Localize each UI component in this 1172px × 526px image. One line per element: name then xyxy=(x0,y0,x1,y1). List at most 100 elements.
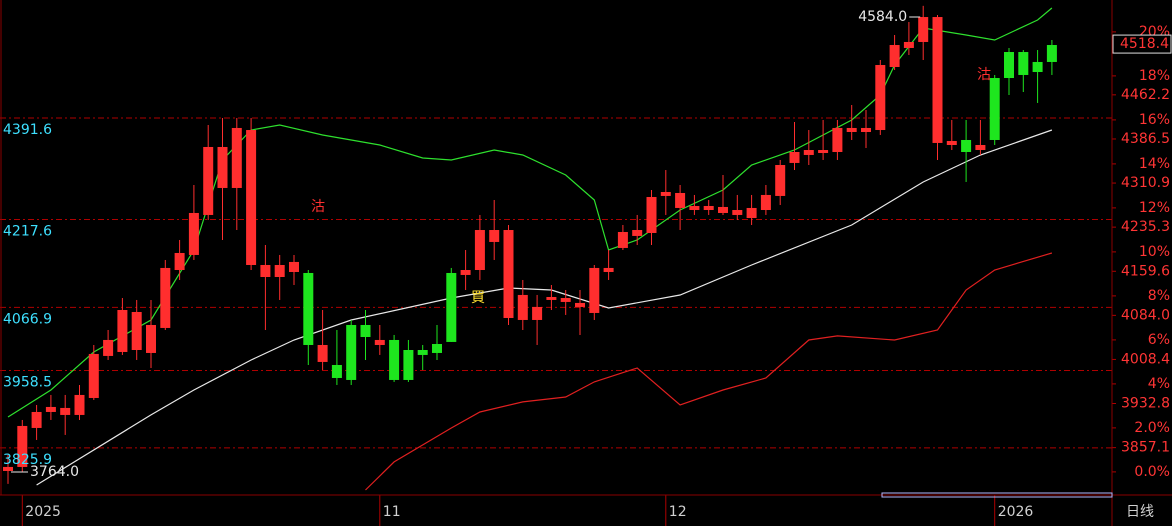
candle-body xyxy=(174,252,185,271)
candle-body xyxy=(289,261,299,272)
candle-body xyxy=(246,130,257,265)
ma-line xyxy=(365,252,1053,491)
candle-body xyxy=(760,194,771,211)
candle-body xyxy=(417,349,428,355)
candle-body xyxy=(560,297,571,302)
candle-body xyxy=(832,127,843,152)
candle-body xyxy=(1018,52,1029,75)
candle-body xyxy=(503,230,514,318)
candle-body xyxy=(117,310,128,352)
candle-layer xyxy=(3,5,1057,484)
y2-tick-label: 14% xyxy=(1139,156,1170,172)
signal: 沽 xyxy=(311,199,325,215)
y2-tick-label: 10% xyxy=(1139,244,1170,260)
candle-body xyxy=(317,344,328,362)
signal: 買 xyxy=(471,290,485,306)
candle-body xyxy=(660,191,671,196)
candle-body xyxy=(74,394,85,415)
candle-body xyxy=(932,17,943,143)
scroll-bar[interactable] xyxy=(881,492,1113,498)
y-tick-label: 4462.2 xyxy=(1121,87,1170,103)
y2-tick-label: 18% xyxy=(1139,68,1170,84)
candle-body xyxy=(1046,45,1057,62)
candle-body xyxy=(517,294,528,320)
high-label: 4584.0 xyxy=(858,9,907,25)
candle-body xyxy=(889,45,900,67)
candle-body xyxy=(703,205,714,211)
y2-tick-label: 0.0% xyxy=(1134,464,1170,480)
candle-body xyxy=(203,146,214,215)
candle-body xyxy=(1032,61,1043,73)
candle-body xyxy=(188,212,199,255)
y-tick-label: 4235.3 xyxy=(1121,219,1170,235)
candle-body xyxy=(303,272,314,345)
candle-body xyxy=(875,65,886,131)
candle-body xyxy=(60,407,71,415)
candle-body xyxy=(160,267,171,328)
y-tick-label: 4217.6 xyxy=(3,223,52,239)
candle-body xyxy=(903,41,914,48)
y2-tick-label: 6% xyxy=(1148,332,1170,348)
candle-body xyxy=(617,231,628,248)
candle-body xyxy=(646,197,657,233)
candle-body xyxy=(589,267,600,313)
signal: 沽 xyxy=(977,67,991,83)
candle-body xyxy=(31,411,42,428)
candle-body xyxy=(775,165,786,196)
label-layer: 4391.6 4217.6 4066.9 3958.5 3825.9 4462.2 4386… xyxy=(3,9,1172,526)
candle-body xyxy=(389,339,400,380)
candle-body xyxy=(546,297,557,300)
timeframe[interactable]: 日线 xyxy=(1126,504,1154,520)
y2-tick-label: 12% xyxy=(1139,200,1170,216)
x-tick-label: 2026 xyxy=(998,504,1034,520)
y-tick-label: 3932.8 xyxy=(1121,396,1170,412)
y-tick-label: 4159.6 xyxy=(1121,263,1170,279)
candle-body xyxy=(861,127,871,132)
candle-body xyxy=(103,339,114,356)
grid-layer xyxy=(0,117,1112,449)
candle-body xyxy=(961,139,972,152)
candle-body xyxy=(432,343,442,353)
candle-body xyxy=(3,466,13,471)
candle-body xyxy=(374,339,385,345)
y-tick-label: 3857.1 xyxy=(1121,440,1170,456)
candle-body xyxy=(732,210,743,215)
candle-body xyxy=(603,267,614,272)
y-tick-label: 3825.9 xyxy=(3,452,52,468)
candle-body xyxy=(989,78,1000,140)
candle-body xyxy=(45,406,56,412)
candle-body xyxy=(575,302,585,307)
candle-body xyxy=(217,146,228,188)
y2-tick-label: 2.0% xyxy=(1134,420,1170,436)
low-label: 3764.0 xyxy=(30,464,79,480)
candle-body xyxy=(460,270,471,275)
candle-body xyxy=(946,140,957,146)
last-price-box xyxy=(1112,34,1172,54)
y-tick-label: 4066.9 xyxy=(3,311,52,327)
candle-body xyxy=(746,207,757,218)
candle-body xyxy=(146,324,156,353)
candle-body xyxy=(846,127,857,132)
candle-body xyxy=(689,205,700,211)
candle-body xyxy=(474,230,485,271)
ma-line xyxy=(36,129,1053,486)
candle-body xyxy=(1004,52,1014,79)
y-tick-label: 4386.5 xyxy=(1121,131,1170,147)
candle-body xyxy=(489,230,500,242)
candle-body xyxy=(346,324,357,380)
candle-body xyxy=(360,324,371,337)
candle-body xyxy=(88,353,99,398)
candle-body xyxy=(803,150,814,155)
candle-body xyxy=(675,192,686,208)
candle-body xyxy=(274,264,285,278)
y2-tick-label: 8% xyxy=(1148,288,1170,304)
candle-body xyxy=(231,127,242,188)
y2-tick-label: 4% xyxy=(1148,376,1170,392)
y-tick-label: 4008.4 xyxy=(1121,351,1170,367)
x-tick-label: 11 xyxy=(383,504,401,520)
x-tick-label: 2025 xyxy=(25,504,61,520)
candle-body xyxy=(918,17,929,42)
x-tick-label: 12 xyxy=(669,504,687,520)
candle-body xyxy=(131,311,142,350)
